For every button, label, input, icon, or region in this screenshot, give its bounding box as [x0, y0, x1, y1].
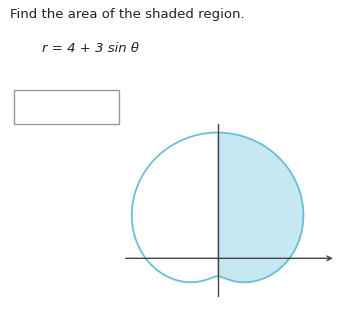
Polygon shape — [218, 133, 303, 282]
Text: r = 4 + 3 sin θ: r = 4 + 3 sin θ — [42, 42, 139, 55]
Bar — [14, 90, 119, 124]
Text: Find the area of the shaded region.: Find the area of the shaded region. — [10, 8, 245, 21]
